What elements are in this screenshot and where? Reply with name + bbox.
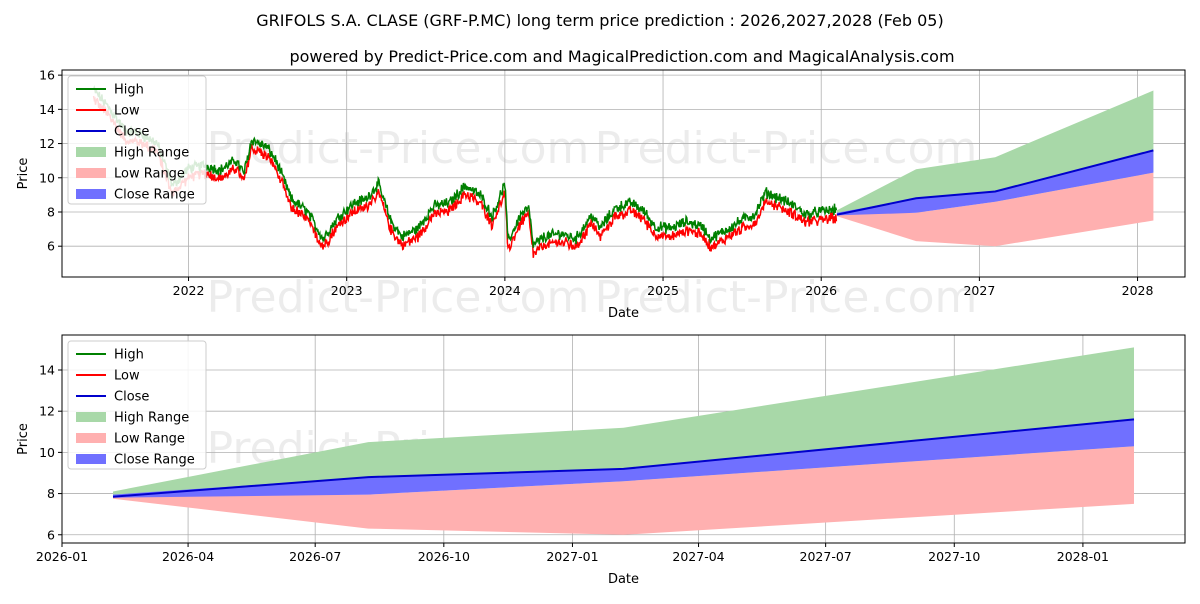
y-tick-label: 6 [47,527,55,542]
legend: High Low Close High Range Low Range Close Ran… [67,75,207,205]
legend: High Low Close High Range Low Range Close Ran… [67,340,207,470]
legend-close-range-label: Close Range [114,188,195,203]
legend-close-range-swatch [76,454,106,464]
y-tick-label: 10 [39,170,55,185]
x-tick-label: 2022 [173,283,205,298]
legend-low-label: Low [114,104,140,119]
y-tick-label: 8 [47,486,55,501]
y-tick-label: 16 [39,68,55,83]
x-tick-label: 2025 [647,283,679,298]
y-tick-label: 8 [47,204,55,219]
legend-low-label: Low [114,369,140,384]
legend-high-range-swatch [76,412,106,422]
legend-close-range-label: Close Range [114,453,195,468]
x-axis-label: Date [608,572,639,587]
legend-high-range-swatch [76,147,106,157]
chart-title: GRIFOLS S.A. CLASE (GRF-P.MC) long term … [256,11,943,30]
x-axis-label: Date [608,306,639,321]
chart-subtitle: powered by Predict-Price.com and Magical… [289,47,954,66]
close-range-band [113,419,1134,498]
x-tick-label: 2023 [331,283,363,298]
watermark-text: Predict-Price.com [595,123,978,174]
legend-close-label: Close [114,125,149,140]
low-range-band [837,172,1154,247]
x-tick-label: 2028-01 [1057,549,1109,564]
x-tick-label: 2027-07 [800,549,852,564]
x-tick-label: 2028 [1122,283,1154,298]
watermark-text: Predict-Price.com [207,123,590,174]
x-tick-label: 2027-04 [672,549,724,564]
long-term-chart: Predict-Price.com Predict-Price.comPredic… [16,68,1186,323]
legend-high-label: High [114,83,144,98]
y-tick-label: 14 [39,102,55,117]
legend-high-range-label: High Range [114,411,189,426]
legend-low-range-swatch [76,433,106,443]
legend-low-range-swatch [76,168,106,178]
high-series-line [92,85,838,248]
legend-close-range-swatch [76,189,106,199]
legend-high-label: High [114,348,144,363]
y-axis-label: Price [16,423,31,455]
x-tick-label: 2026-04 [162,549,214,564]
legend-low-range-label: Low Range [114,167,185,182]
x-tick-label: 2027-01 [546,549,598,564]
x-tick-label: 2024 [489,283,521,298]
legend-low-range-label: Low Range [114,432,185,447]
watermark-text: Predict-Price.com [595,272,978,323]
y-tick-label: 12 [39,404,55,419]
forecast-zoom-chart: Predict-Price.comPredict-Price.com2026-0… [16,334,1186,587]
x-tick-label: 2026 [805,283,837,298]
close-series-line [112,418,1135,498]
close-series-line [836,149,1154,216]
axes-frame [61,334,1186,544]
x-tick-label: 2026-01 [36,549,88,564]
y-tick-label: 6 [47,239,55,254]
axes-frame [61,69,1186,278]
legend-close-label: Close [114,390,149,405]
low-series-line [92,95,838,258]
x-tick-label: 2027 [963,283,995,298]
x-tick-label: 2027-10 [928,549,980,564]
y-tick-label: 14 [39,363,55,378]
y-axis-label: Price [16,158,31,190]
x-tick-label: 2026-10 [418,549,470,564]
watermark-text: Predict-Price.com [207,272,590,323]
x-tick-label: 2026-07 [289,549,341,564]
y-tick-label: 12 [39,136,55,151]
y-tick-label: 10 [39,445,55,460]
low-range-band [113,446,1134,535]
legend-high-range-label: High Range [114,146,189,161]
